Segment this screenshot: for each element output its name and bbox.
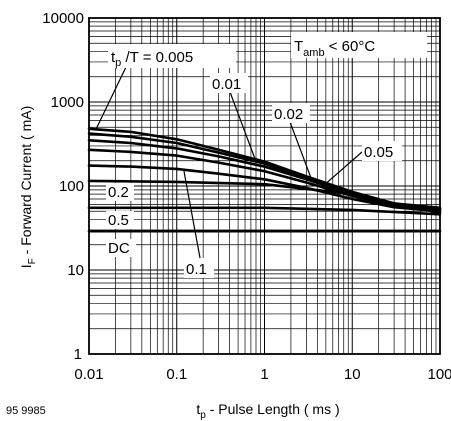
series-line-0.5	[87, 206, 442, 216]
annotation-0.2: 0.2	[108, 184, 129, 201]
figure-code: 95 9985	[6, 405, 46, 417]
series-line-0.2	[87, 179, 442, 215]
y-tick-label: 100	[59, 178, 84, 195]
grid	[89, 18, 440, 354]
y-tick-label: 10000	[42, 10, 84, 27]
x-tick-label: 10	[344, 366, 361, 383]
leader-0.02	[289, 121, 313, 182]
annotation-0.01: 0.01	[212, 76, 241, 93]
condition-label: Tamb < 60°C	[294, 38, 375, 59]
annotation-0.5: 0.5	[108, 212, 129, 229]
annotation-labels: tp /T = 0.005 0.01 0.02 0.05 0.2 0.5 DC …	[106, 32, 427, 278]
leader-0.05	[321, 151, 363, 188]
tick-labels: 0.01 0.1 1 10 100 10000 1000 100 10 1	[42, 10, 451, 383]
annotation-dc: DC	[108, 240, 130, 257]
annotation-0.1: 0.1	[186, 261, 207, 278]
annotation-leaders	[95, 66, 363, 259]
plot-frame	[88, 17, 441, 355]
series-layer	[87, 127, 442, 233]
y-axis-title: IF - Forward Current ( mA)	[18, 106, 38, 268]
annotation-0.05: 0.05	[364, 144, 393, 161]
x-tick-label: 100	[427, 366, 451, 383]
x-tick-label: 1	[260, 366, 268, 383]
series-line-0.1	[87, 164, 442, 213]
y-tick-label: 1000	[51, 94, 84, 111]
leader-0.005	[95, 66, 127, 130]
leader-0.01	[229, 91, 257, 162]
y-tick-label: 10	[67, 262, 84, 279]
x-axis-title: tp - Pulse Length ( ms )	[196, 401, 339, 421]
y-tick-label: 1	[74, 346, 82, 363]
x-tick-label: 0.1	[166, 366, 187, 383]
series-line-0.05	[87, 148, 442, 212]
annotation-tp-over-t: tp /T = 0.005	[111, 49, 193, 69]
x-tick-label: 0.01	[74, 366, 103, 383]
annotation-0.02: 0.02	[274, 106, 303, 123]
leader-0.1	[183, 169, 201, 259]
